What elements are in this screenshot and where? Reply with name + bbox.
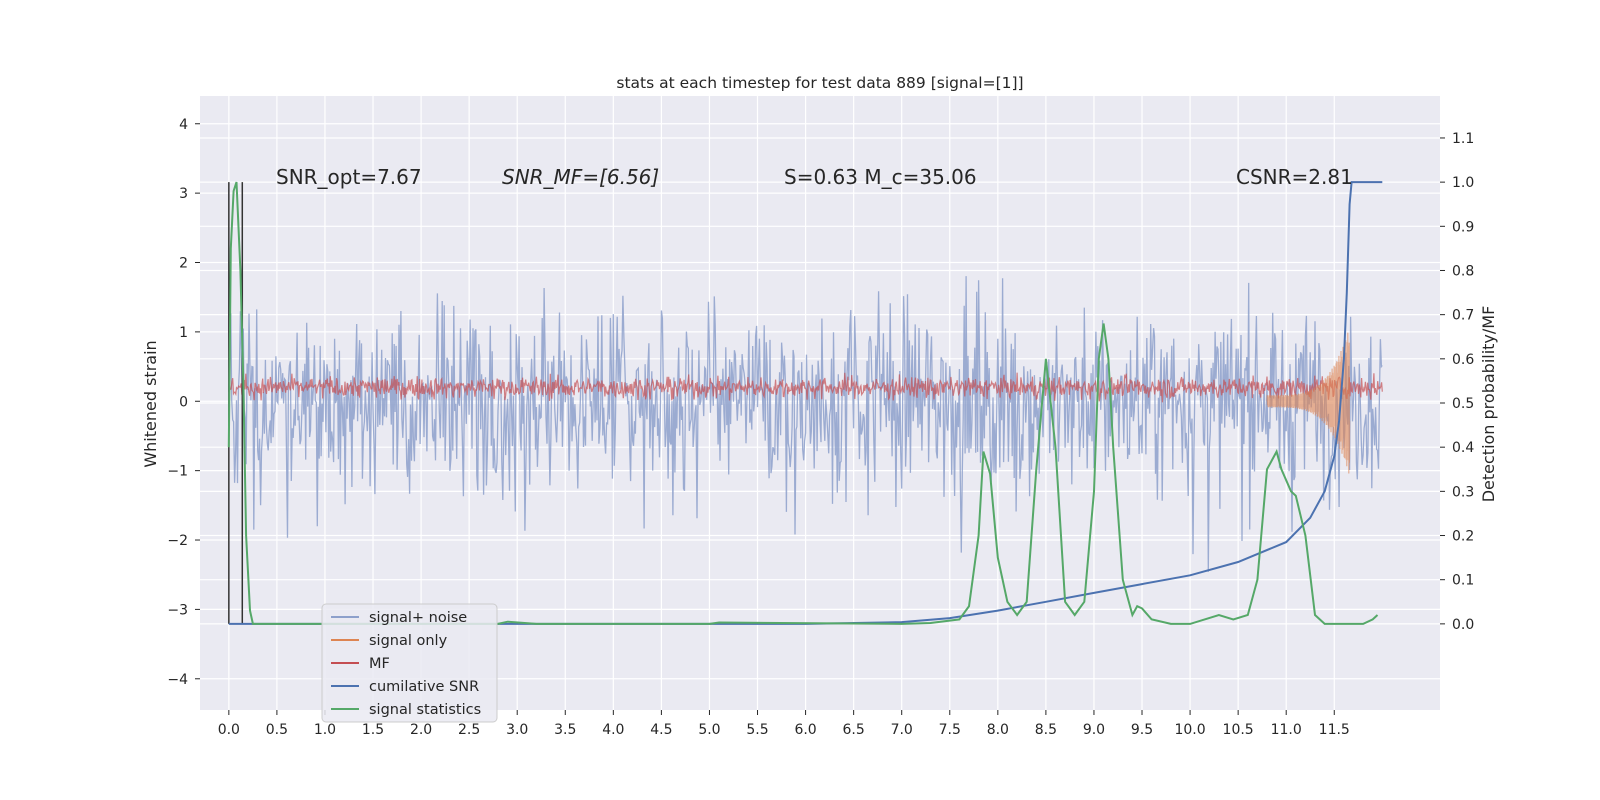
legend-box bbox=[321, 603, 498, 723]
legend-label: signal only bbox=[369, 633, 448, 649]
mf-series bbox=[228, 372, 1383, 403]
signal-only-line bbox=[1266, 332, 1351, 474]
x-tick-label: 2.0 bbox=[410, 722, 432, 738]
y2-axis-ticks: 1.1 1.0 0.9 0.8 0.7 0.6 0.5 0.4 0.3 0.2 0.1 0.0 bbox=[1440, 131, 1474, 633]
x-tick-label: 11.0 bbox=[1271, 722, 1302, 738]
annotation-s-mc: S=0.63 M_c=35.06 bbox=[784, 165, 977, 189]
x-tick-label: 9.0 bbox=[1083, 722, 1105, 738]
x-tick-label: 3.0 bbox=[506, 722, 528, 738]
x-tick-label: 8.5 bbox=[1035, 722, 1057, 738]
annotation-csnr: CSNR=2.81 bbox=[1236, 165, 1353, 189]
y2-tick-label: 0.8 bbox=[1452, 263, 1474, 279]
mf-line bbox=[228, 372, 1383, 403]
x-tick-label: 6.5 bbox=[843, 722, 865, 738]
legend-entry: signal only bbox=[331, 633, 448, 649]
y2-tick-label: 0.2 bbox=[1452, 529, 1474, 545]
y-tick-label: 1 bbox=[179, 325, 188, 341]
y-tick-label: 0 bbox=[179, 394, 188, 410]
x-tick-label: 9.5 bbox=[1131, 722, 1153, 738]
y-tick-label: 4 bbox=[179, 117, 188, 133]
y2-tick-label: 0.0 bbox=[1452, 617, 1474, 633]
y-tick-label: −2 bbox=[167, 533, 188, 549]
y2-tick-label: 0.6 bbox=[1452, 352, 1474, 368]
y-tick-label: −1 bbox=[167, 464, 188, 480]
legend-label: signal+ noise bbox=[369, 610, 467, 626]
y2-tick-label: 0.1 bbox=[1452, 573, 1474, 589]
x-tick-label: 7.5 bbox=[939, 722, 961, 738]
legend-label: signal statistics bbox=[369, 702, 481, 718]
annotation-snr-opt: SNR_opt=7.67 bbox=[276, 165, 422, 189]
y2-tick-label: 1.0 bbox=[1452, 175, 1474, 191]
legend-entry: MF bbox=[331, 656, 390, 672]
y2-axis-label: Detection probability/MF bbox=[1479, 306, 1498, 503]
x-tick-label: 11.5 bbox=[1319, 722, 1350, 738]
y2-tick-label: 0.7 bbox=[1452, 308, 1474, 324]
signal-only-series bbox=[1266, 332, 1351, 474]
y2-tick-label: 0.5 bbox=[1452, 396, 1474, 412]
y-tick-label: −3 bbox=[167, 602, 188, 618]
y2-tick-label: 0.9 bbox=[1452, 219, 1474, 235]
legend-entry: cumilative SNR bbox=[331, 679, 479, 695]
y-axis-label: Whitened strain bbox=[141, 340, 160, 467]
x-tick-label: 1.0 bbox=[314, 722, 336, 738]
legend: signal+ noise signal only MF cumilative … bbox=[321, 603, 498, 723]
y2-tick-label: 1.1 bbox=[1452, 131, 1474, 147]
legend-label: cumilative SNR bbox=[369, 679, 479, 695]
x-tick-label: 6.0 bbox=[794, 722, 816, 738]
x-tick-label: 10.5 bbox=[1223, 722, 1254, 738]
x-tick-label: 3.5 bbox=[554, 722, 576, 738]
x-tick-label: 4.5 bbox=[650, 722, 672, 738]
y-tick-label: 3 bbox=[179, 186, 188, 202]
y-tick-label: 2 bbox=[179, 256, 188, 272]
legend-entry: signal statistics bbox=[331, 702, 481, 718]
x-tick-label: 10.0 bbox=[1174, 722, 1205, 738]
y-axis-ticks: 4 3 2 1 0 −1 −2 −3 −4 bbox=[167, 117, 200, 688]
x-tick-label: 8.0 bbox=[987, 722, 1009, 738]
x-tick-label: 5.0 bbox=[698, 722, 720, 738]
x-tick-label: 1.5 bbox=[362, 722, 384, 738]
x-tick-label: 7.0 bbox=[891, 722, 913, 738]
legend-entry: signal+ noise bbox=[331, 610, 467, 626]
legend-label: MF bbox=[369, 656, 390, 672]
x-tick-label: 5.5 bbox=[746, 722, 768, 738]
x-tick-label: 4.0 bbox=[602, 722, 624, 738]
annotation-snr-mf: SNR_MF=[6.56] bbox=[502, 165, 659, 189]
x-tick-label: 0.5 bbox=[266, 722, 288, 738]
y2-tick-label: 0.3 bbox=[1452, 484, 1474, 500]
x-tick-label: 2.5 bbox=[458, 722, 480, 738]
y2-tick-label: 0.4 bbox=[1452, 440, 1474, 456]
x-axis-ticks: 0.0 0.5 1.0 1.5 2.0 2.5 3.0 3.5 4.0 4.5 5.0 5.5 6.0 6… bbox=[218, 710, 1350, 738]
chart-title: stats at each timestep for test data 889… bbox=[616, 74, 1023, 92]
x-tick-label: 0.0 bbox=[218, 722, 240, 738]
y-tick-label: −4 bbox=[167, 672, 188, 688]
